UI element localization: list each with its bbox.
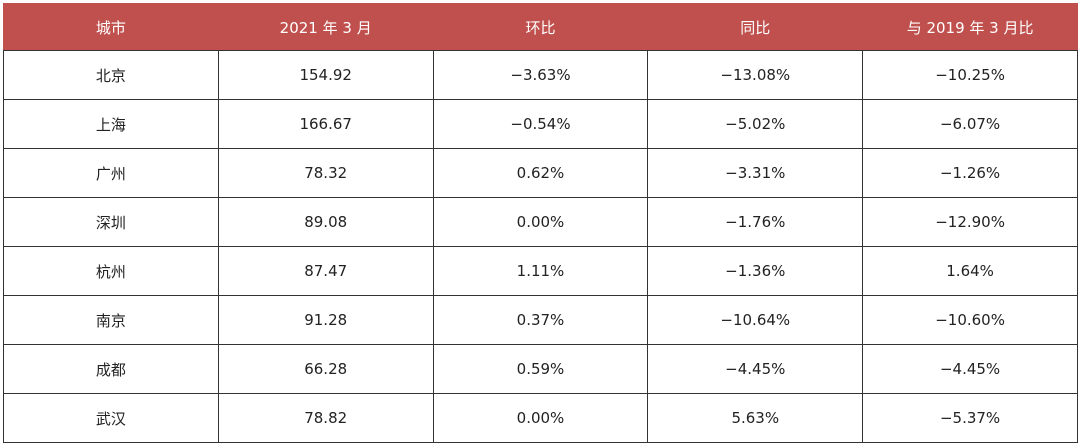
value-cell: −4.45% [862, 344, 1078, 394]
value-cell: 78.82 [217, 393, 434, 443]
value-cell: −10.64% [647, 295, 864, 345]
table-header: 城市 2021 年 3 月环比 同比与 2019 年 3 月比 [3, 3, 1078, 51]
value-cell: −10.25% [862, 50, 1078, 100]
value-cell: 154.92 [217, 50, 434, 100]
table-row: 杭州 87.47 1.11% −1.36% 1.64% [3, 246, 1078, 296]
header-cell: 2021 年 3 月 [217, 3, 434, 51]
value-cell: 0.59% [432, 344, 649, 394]
value-cell: 91.28 [217, 295, 434, 345]
value-cell: 0.37% [432, 295, 649, 345]
table-row: 深圳 89.08 0.00% −1.76% −12.90% [3, 197, 1078, 247]
table-body: 北京 154.92 −3.63% −13.08% −10.25% 上海 166.67 −0.5… [3, 50, 1078, 443]
value-cell: −1.36% [647, 246, 864, 296]
table-row: 北京 154.92 −3.63% −13.08% −10.25% [3, 50, 1078, 100]
table-row: 广州 78.32 0.62% −3.31% −1.26% [3, 148, 1078, 198]
value-cell: 1.11% [432, 246, 649, 296]
value-cell: −5.37% [862, 393, 1078, 443]
city-cell: 武汉 [3, 393, 219, 443]
value-cell: 89.08 [217, 197, 434, 247]
value-cell: −5.02% [647, 99, 864, 149]
value-cell: −1.76% [647, 197, 864, 247]
table-row: 武汉 78.82 0.00% 5.63% −5.37% [3, 393, 1078, 443]
value-cell: −12.90% [862, 197, 1078, 247]
value-cell: 0.62% [432, 148, 649, 198]
value-cell: −4.45% [647, 344, 864, 394]
header-cell: 同比 [647, 3, 864, 51]
city-cell: 深圳 [3, 197, 219, 247]
city-cell: 杭州 [3, 246, 219, 296]
value-cell: 66.28 [217, 344, 434, 394]
city-cell: 北京 [3, 50, 219, 100]
value-cell: 5.63% [647, 393, 864, 443]
value-cell: −0.54% [432, 99, 649, 149]
value-cell: −6.07% [862, 99, 1078, 149]
city-cell: 南京 [3, 295, 219, 345]
value-cell: −13.08% [647, 50, 864, 100]
table-row: 南京 91.28 0.37% −10.64% −10.60% [3, 295, 1078, 345]
header-cell: 城市 [3, 3, 219, 51]
value-cell: −1.26% [862, 148, 1078, 198]
value-cell: 0.00% [432, 393, 649, 443]
value-cell: −3.63% [432, 50, 649, 100]
value-cell: 166.67 [217, 99, 434, 149]
table-row: 上海 166.67 −0.54% −5.02% −6.07% [3, 99, 1078, 149]
value-cell: 0.00% [432, 197, 649, 247]
data-table: 城市 2021 年 3 月环比 同比与 2019 年 3 月比 北京 154.92 −3… [3, 3, 1078, 443]
value-cell: −3.31% [647, 148, 864, 198]
value-cell: 78.32 [217, 148, 434, 198]
table-container: 城市 2021 年 3 月环比 同比与 2019 年 3 月比 北京 154.92 −3… [3, 3, 1078, 443]
header-cell: 与 2019 年 3 月比 [862, 3, 1078, 51]
city-cell: 成都 [3, 344, 219, 394]
table-row: 成都 66.28 0.59% −4.45% −4.45% [3, 344, 1078, 394]
header-row: 城市 2021 年 3 月环比 同比与 2019 年 3 月比 [3, 3, 1078, 51]
city-cell: 上海 [3, 99, 219, 149]
value-cell: −10.60% [862, 295, 1078, 345]
city-cell: 广州 [3, 148, 219, 198]
value-cell: 1.64% [862, 246, 1078, 296]
value-cell: 87.47 [217, 246, 434, 296]
header-cell: 环比 [432, 3, 649, 51]
